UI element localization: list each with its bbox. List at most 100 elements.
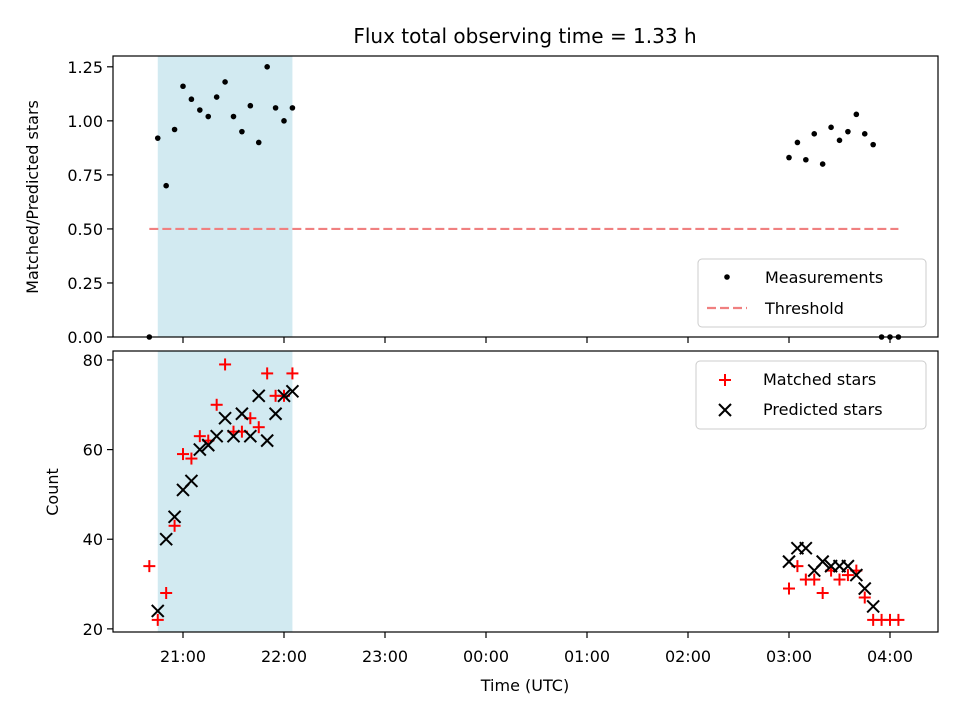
matched-star-point [261, 367, 274, 380]
y-tick-label: 80 [83, 351, 103, 370]
top-y-ticks: 0.00 0.25 0.50 0.75 1.00 1.25 [67, 58, 113, 347]
legend-matched-label: Matched stars [763, 370, 876, 389]
matched-star-point [219, 358, 232, 371]
bottom-x-ticks: 21:00 22:00 23:00 00:00 01:00 02:00 03:00 04:00 [160, 632, 913, 666]
predicted-star-point [167, 510, 182, 524]
y-tick-label: 1.00 [67, 112, 103, 131]
ratio-panel: 0.00 0.25 0.50 0.75 1.00 1.25 Flux total obse… [23, 24, 939, 347]
predicted-star-point [858, 581, 872, 596]
predicted-star-point [243, 429, 258, 443]
matched-star-point [783, 582, 795, 595]
measurement-point [171, 126, 178, 133]
measurement-point [197, 107, 203, 113]
measurement-point [154, 135, 161, 141]
predicted-star-point [151, 604, 165, 618]
top-axes-frame [112, 55, 939, 338]
bottom-y-axis-label: Count [43, 468, 62, 516]
top-y-axis-label: Matched/Predicted stars [23, 100, 42, 294]
measurement-point [264, 64, 270, 70]
bottom-y-ticks: 20 40 60 80 [83, 351, 113, 639]
matched-star-point [151, 613, 164, 626]
measurement-point [188, 96, 195, 103]
predicted-star-point [277, 389, 291, 403]
y-tick-label: 40 [83, 530, 103, 549]
x-tick-label: 00:00 [463, 647, 509, 666]
predicted-star-point [235, 407, 249, 421]
x-tick-label: 04:00 [867, 647, 913, 666]
bottom-axes-frame [112, 350, 939, 633]
measurement-point [803, 156, 809, 163]
predicted-star-point [252, 389, 266, 403]
top-x-ticks [182, 337, 891, 343]
measurement-point [794, 139, 801, 146]
bottom-legend: Matched stars Predicted stars [695, 360, 927, 430]
x-tick-label: 23:00 [362, 647, 408, 666]
matched-star-point [841, 569, 854, 582]
measurement-point [845, 128, 851, 135]
matched-star-point [833, 573, 846, 586]
matched-star-point [160, 587, 173, 600]
matched-star-point [858, 591, 871, 604]
predicted-star-point [260, 433, 274, 448]
measurement-point [289, 105, 296, 111]
predicted-star-point [209, 429, 224, 443]
matched-star-point [808, 573, 821, 586]
matched-star-point [193, 430, 206, 443]
matched-star-point [252, 421, 265, 434]
predicted-star-point [218, 411, 232, 425]
x-tick-label: 01:00 [564, 647, 610, 666]
legend-matched-marker [719, 374, 731, 386]
matched-star-point [286, 367, 299, 380]
measurement-point [163, 182, 169, 189]
matched-star-point [892, 613, 905, 626]
measurement-point [255, 139, 262, 146]
measurement-point [180, 83, 186, 90]
measurement-point [272, 105, 279, 111]
predicted-star-point [193, 442, 207, 457]
y-tick-label: 0.50 [67, 220, 103, 239]
matched-star-point [185, 452, 198, 465]
top-legend: Measurements Threshold [697, 258, 927, 328]
predicted-star-point [184, 474, 199, 488]
measurement-point [230, 113, 237, 120]
top-legend-box [697, 258, 927, 328]
matched-star-point [210, 398, 223, 411]
measurement-point [853, 111, 860, 118]
measurement-point [281, 118, 287, 124]
legend-predicted-marker [718, 403, 732, 417]
predicted-star-point [159, 532, 173, 546]
y-tick-label: 0.25 [67, 274, 103, 293]
observing-window-span-bottom [157, 351, 293, 632]
measurement-point [239, 128, 245, 135]
measurement-point [213, 94, 220, 100]
predicted-star-point [815, 554, 830, 569]
measurement-point [247, 102, 254, 109]
y-tick-label: 20 [83, 620, 103, 639]
measurement-point [870, 141, 876, 148]
x-tick-label: 22:00 [261, 647, 307, 666]
x-tick-label: 02:00 [665, 647, 711, 666]
predicted-star-point [268, 407, 283, 421]
legend-threshold-label: Threshold [764, 299, 844, 318]
legend-measurements-marker [724, 274, 730, 280]
predicted-star-point [226, 429, 241, 443]
y-tick-label: 60 [83, 441, 103, 460]
measurement-point [828, 124, 834, 131]
matched-star-point [816, 587, 829, 600]
predicted-star-point [782, 554, 796, 569]
measurement-point [819, 161, 826, 167]
matched-star-point [168, 519, 181, 532]
x-tick-label: 21:00 [160, 647, 206, 666]
x-tick-label: 03:00 [766, 647, 812, 666]
chart-title: Flux total observing time = 1.33 h [353, 24, 696, 48]
legend-measurements-label: Measurements [765, 268, 883, 287]
x-axis-label: Time (UTC) [480, 676, 569, 695]
predicted-star-point [866, 599, 880, 614]
matched-star-point [177, 448, 189, 461]
bottom-legend-box [695, 360, 927, 430]
y-tick-label: 0.00 [67, 328, 103, 347]
predicted-star-point [285, 384, 300, 399]
matched-star-point [143, 560, 156, 573]
measurement-point [836, 137, 843, 144]
